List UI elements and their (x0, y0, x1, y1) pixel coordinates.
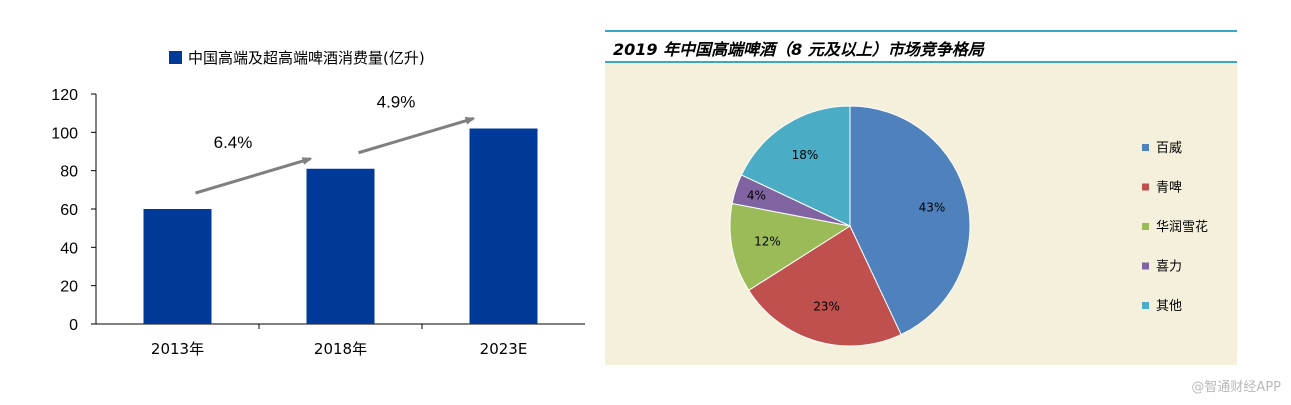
bar-bars (143, 128, 538, 324)
pie-legend-label: 百威 (1156, 141, 1182, 156)
bar-x-tick-label: 2018年 (314, 340, 367, 358)
growth-arrow (195, 157, 313, 195)
growth-label: 4.9% (377, 93, 416, 112)
growth-arrow (358, 116, 476, 155)
bar-y-tick-label: 20 (60, 279, 78, 296)
bar-x-tick-label: 2013年 (151, 340, 204, 358)
bar (143, 209, 212, 324)
pie-legend-swatch (1142, 262, 1149, 270)
pie-legend-label: 青啤 (1156, 181, 1182, 196)
pie-legend-swatch (1142, 223, 1149, 230)
pie-legend-label: 其他 (1156, 299, 1182, 314)
pie-slice-label: 4% (747, 189, 766, 203)
pie-legend-label: 华润雪花 (1156, 219, 1208, 235)
bar-legend: 中国高端及超高端啤酒消费量(亿升) (169, 49, 425, 67)
bar-legend-label: 中国高端及超高端啤酒消费量(亿升) (188, 49, 425, 67)
watermark: @智通财经APP (1191, 380, 1281, 395)
bar-x-ticks: 2013年 2018年 2023E (151, 324, 527, 358)
pie-slice-label: 23% (813, 300, 840, 314)
bar-y-tick-label: 40 (60, 240, 78, 257)
bar-annotations: 6.4% 4.9% (195, 93, 476, 195)
pie-title-band: 2019 年中国高端啤酒（8 元及以上）市场竞争格局 (605, 30, 1237, 63)
bar-y-tick-label: 100 (51, 125, 78, 142)
pie-legend-swatch (1142, 302, 1149, 309)
pie-legend-label: 喜力 (1156, 260, 1182, 275)
bar-y-ticks: 0 20 40 60 80 100 120 (51, 87, 96, 334)
pie-slice-label: 12% (754, 235, 781, 249)
pie-legend-swatch (1142, 144, 1149, 151)
pie-slice (849, 105, 971, 336)
pie-slices (729, 105, 971, 347)
bar-legend-swatch (169, 51, 182, 64)
bar-y-tick-label: 120 (51, 87, 78, 104)
pie-title: 2019 年中国高端啤酒（8 元及以上）市场竞争格局 (613, 40, 984, 59)
pie-slice (747, 225, 902, 347)
bar (469, 128, 538, 324)
bar-y-tick-label: 0 (69, 317, 78, 334)
bar (306, 168, 375, 324)
pie-legend-swatch (1142, 183, 1149, 191)
bar-y-tick-label: 60 (60, 202, 78, 219)
bar-y-tick-label: 80 (60, 164, 78, 181)
pie-slice (729, 202, 852, 291)
pie-slice-label: 43% (919, 201, 946, 215)
pie-labels: 43% 23% 12% 4% 18% (747, 148, 945, 314)
pie-slice-label: 18% (792, 148, 819, 162)
pie-slice (740, 105, 851, 227)
growth-label: 6.4% (214, 133, 253, 152)
bar-x-tick-label: 2023E (480, 340, 528, 358)
